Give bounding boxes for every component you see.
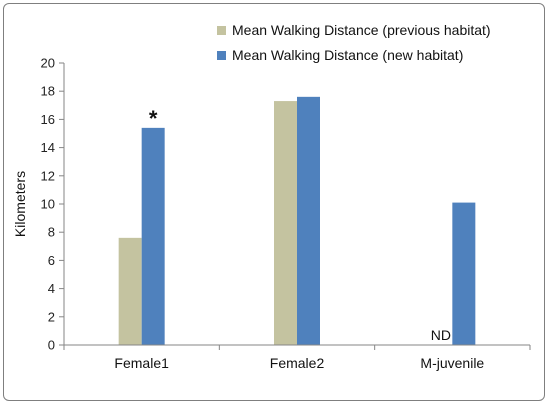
bar-female1-series-2	[141, 127, 165, 345]
legend-label: Mean Walking Distance (new habitat)	[232, 47, 463, 63]
y-tick-label: 6	[48, 253, 55, 268]
bar-female2-series-1	[274, 101, 297, 345]
y-axis: 0 2 4 6 8 10 12 14 16 18 20 Kilometers	[12, 56, 65, 353]
significance-marker: *	[149, 106, 158, 131]
bars	[118, 96, 476, 345]
bar-female1-series-1	[118, 237, 142, 345]
y-tick-label: 10	[41, 197, 55, 212]
y-tick-label: 16	[41, 112, 55, 127]
y-tick-label: 12	[41, 168, 55, 183]
annotations: * ND	[149, 106, 451, 343]
y-tick-label: 20	[41, 56, 55, 71]
legend-swatch	[217, 51, 226, 60]
y-tick-label: 18	[41, 84, 55, 99]
y-tick-label: 2	[48, 309, 55, 324]
y-tick-label: 8	[48, 225, 55, 240]
legend-label: Mean Walking Distance (previous habitat)	[232, 22, 491, 38]
x-tick-label: M-juvenile	[420, 355, 484, 371]
x-tick-label: Female1	[114, 355, 169, 371]
y-tick-label: 0	[48, 338, 55, 353]
legend: Mean Walking Distance (previous habitat)…	[217, 22, 491, 63]
no-data-label: ND	[431, 327, 451, 343]
y-tick-label: 14	[41, 140, 55, 155]
bar-female2-series-2	[297, 96, 320, 345]
y-tick-label: 4	[48, 281, 55, 296]
bar-m-juvenile-series-2	[452, 202, 476, 345]
y-axis-label: Kilometers	[12, 171, 28, 237]
x-tick-label: Female2	[270, 355, 325, 371]
legend-swatch	[217, 26, 226, 35]
x-axis: Female1 Female2 M-juvenile	[63, 344, 531, 371]
